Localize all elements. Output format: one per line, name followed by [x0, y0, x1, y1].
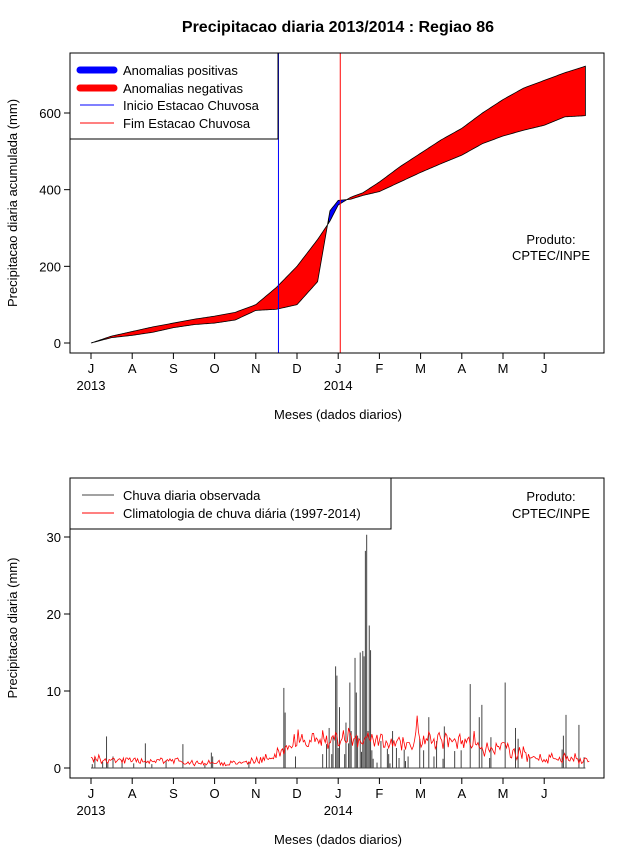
x-tick-label: A — [457, 786, 466, 801]
top-annotation-line-2: CPTEC/INPE — [512, 248, 590, 263]
x-tick-label: M — [415, 786, 426, 801]
x-tick-label: J — [541, 361, 548, 376]
x-tick-label: N — [251, 361, 260, 376]
x-tick-label: J — [541, 786, 548, 801]
x-tick-label: A — [128, 786, 137, 801]
positive-anomaly-area — [328, 198, 349, 225]
top-x-axis: J A S O N D J F M A M J 2013 2014 — [77, 352, 548, 393]
bottom-y-axis-label: Precipitacao diaria (mm) — [5, 558, 20, 699]
x-year-label: 2014 — [324, 803, 353, 818]
y-tick-label: 30 — [47, 530, 61, 545]
y-tick-label: 600 — [39, 106, 61, 121]
daily-precipitation-chart: 0 10 20 30 J A S O N D J F M A M J 2013 2014 Precipitaca… — [5, 477, 605, 847]
bottom-legend-box — [69, 477, 392, 530]
y-tick-label: 200 — [39, 259, 61, 274]
x-tick-label: D — [292, 361, 301, 376]
x-tick-label: D — [292, 786, 301, 801]
top-y-axis: 0 200 400 600 — [39, 106, 71, 351]
legend-label-season-start: Inicio Estacao Chuvosa — [123, 98, 260, 113]
top-x-axis-label: Meses (dados diarios) — [274, 407, 402, 422]
negative-anomaly-area — [347, 65, 586, 200]
y-tick-label: 20 — [47, 607, 61, 622]
legend-label-observed: Chuva diaria observada — [123, 488, 261, 503]
x-year-label: 2013 — [77, 803, 106, 818]
bottom-x-axis: J A S O N D J F M A M J 2013 2014 — [77, 777, 548, 818]
x-tick-label: O — [210, 361, 220, 376]
legend-label-positive: Anomalias positivas — [123, 63, 238, 78]
y-tick-label: 0 — [54, 336, 61, 351]
bottom-y-axis: 0 10 20 30 — [47, 530, 71, 776]
x-year-label: 2014 — [324, 378, 353, 393]
daily-bars-group — [91, 534, 586, 769]
x-tick-label: S — [169, 361, 178, 376]
x-tick-label: M — [498, 361, 509, 376]
bottom-annotation-line-2: CPTEC/INPE — [512, 506, 590, 521]
x-tick-label: F — [375, 361, 383, 376]
x-year-label: 2013 — [77, 378, 106, 393]
legend-label-negative: Anomalias negativas — [123, 81, 243, 96]
negative-anomaly-area — [91, 218, 329, 344]
anomaly-area-group — [90, 53, 586, 353]
x-tick-label: J — [88, 786, 95, 801]
x-tick-label: A — [128, 361, 137, 376]
bottom-legend: Chuva diaria observada Climatologia de c… — [69, 477, 392, 530]
x-tick-label: A — [457, 361, 466, 376]
bottom-x-axis-label: Meses (dados diarios) — [274, 832, 402, 847]
x-tick-label: J — [335, 786, 342, 801]
x-tick-label: J — [335, 361, 342, 376]
top-y-axis-label: Precipitacao diaria acumulada (mm) — [5, 99, 20, 307]
x-tick-label: S — [169, 786, 178, 801]
bottom-annotation-line-1: Produto: — [526, 489, 575, 504]
x-tick-label: M — [415, 361, 426, 376]
y-tick-label: 400 — [39, 183, 61, 198]
climatology-line — [90, 715, 590, 767]
climatology-line-group — [90, 715, 590, 767]
cumulative-precipitation-chart: 0 200 400 600 J A S O N D J F M A M J 2013 2014 Precipit… — [5, 52, 605, 422]
top-legend: Anomalias positivas Anomalias negativas … — [69, 52, 279, 140]
legend-label-climatology: Climatologia de chuva diária (1997-2014) — [123, 506, 361, 521]
legend-label-season-end: Fim Estacao Chuvosa — [123, 116, 251, 131]
x-tick-label: M — [498, 786, 509, 801]
x-tick-label: F — [375, 786, 383, 801]
x-tick-label: J — [88, 361, 95, 376]
top-annotation-line-1: Produto: — [526, 232, 575, 247]
chart-title: Precipitacao diaria 2013/2014 : Regiao 8… — [182, 19, 494, 36]
y-tick-label: 10 — [47, 684, 61, 699]
x-tick-label: N — [251, 786, 260, 801]
y-tick-label: 0 — [54, 761, 61, 776]
x-tick-label: O — [210, 786, 220, 801]
